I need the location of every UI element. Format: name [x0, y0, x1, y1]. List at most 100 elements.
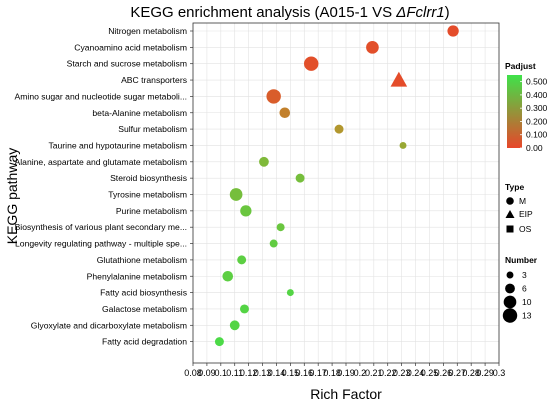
number-size-circle	[505, 283, 515, 294]
data-point	[229, 320, 240, 331]
x-tick-label: 0.26	[435, 368, 453, 378]
data-point	[399, 141, 407, 149]
x-tick-label: 0.13	[254, 368, 272, 378]
number-size-circle	[502, 308, 518, 323]
data-point	[237, 255, 247, 265]
type-triangle-icon	[505, 210, 515, 218]
x-tick-label: 0.22	[379, 368, 397, 378]
x-axis-ticks: 0.080.090.1 0.110.120.130.140.150.160.170…	[184, 363, 505, 378]
pathway-label: Purine metabolism	[116, 206, 187, 216]
pathway-label: Glyoxylate and dicarboxylate metabolism	[31, 320, 187, 330]
padjust-tick-label: 0.200	[526, 116, 548, 126]
x-tick-label: 0.24	[407, 368, 425, 378]
data-point	[366, 41, 379, 54]
x-tick-label: 0.28	[462, 368, 480, 378]
number-size-label: 13	[522, 311, 532, 321]
data-marks	[214, 25, 459, 347]
pathway-labels: Nitrogen metabolism Cyanoamino acid metab…	[15, 26, 193, 347]
legend-type-os: OS	[519, 224, 532, 234]
pathway-label: Taurine and hypotaurine metabolism	[48, 140, 187, 150]
pathway-label: ABC transporters	[121, 75, 187, 85]
data-point	[295, 173, 305, 183]
number-size-legend: 3 6 10 13	[502, 270, 532, 323]
legend-padjust-title: Padjust	[505, 61, 536, 71]
number-size-circle	[506, 271, 514, 279]
x-tick-label: 0.29	[476, 368, 494, 378]
x-tick-label: 0.12	[240, 368, 258, 378]
data-point	[222, 270, 234, 282]
pathway-label: Alanine, aspartate and glutamate metabol…	[15, 157, 187, 167]
x-tick-label: 0.27	[449, 368, 467, 378]
number-size-label: 10	[522, 297, 532, 307]
number-size-label: 6	[522, 284, 527, 294]
number-size-circle	[503, 295, 517, 309]
x-tick-label: 0.2	[354, 368, 367, 378]
x-tick-label: 0.08	[184, 368, 202, 378]
legend: Padjust 0.500 0.400 0.300 0.200 0.100 0.00 Ty…	[502, 61, 548, 323]
pathway-label: Amino sugar and nucleotide sugar metabol…	[15, 91, 187, 101]
data-point	[279, 107, 291, 119]
padjust-tick-label: 0.00	[526, 143, 543, 153]
pathway-label: Phenylalanine metabolism	[87, 271, 187, 281]
x-tick-label: 0.11	[226, 368, 243, 378]
data-point	[269, 239, 278, 248]
x-tick-label: 0.18	[323, 368, 341, 378]
pathway-label: Steroid biosynthesis	[110, 173, 187, 183]
data-point	[214, 337, 224, 347]
data-point	[229, 188, 243, 201]
padjust-tick-label: 0.300	[526, 103, 548, 113]
pathway-label: Fatty acid degradation	[102, 337, 187, 347]
x-tick-label: 0.14	[268, 368, 286, 378]
data-point	[259, 156, 269, 167]
x-tick-label: 0.23	[393, 368, 411, 378]
padjust-tick-label: 0.400	[526, 90, 548, 100]
data-point	[286, 289, 294, 297]
data-point	[304, 56, 319, 71]
chart-title: KEGG enrichment analysis (A015-1 VS ΔFcl…	[130, 4, 449, 21]
padjust-tick-label: 0.500	[526, 77, 548, 87]
x-tick-label: 0.3	[493, 368, 506, 378]
type-circle-icon	[506, 197, 514, 205]
legend-type-m: M	[519, 196, 526, 206]
data-point	[266, 89, 281, 104]
y-axis-label: KEGG pathway	[4, 148, 20, 245]
pathway-label: beta-Alanine metabolism	[92, 108, 187, 118]
x-tick-label: 0.15	[282, 368, 300, 378]
pathway-label: Cyanoamino acid metabolism	[74, 42, 187, 52]
x-tick-label: 0.1	[215, 368, 228, 378]
x-axis-label: Rich Factor	[310, 386, 382, 402]
pathway-label: Fatty acid biosynthesis	[100, 288, 187, 298]
pathway-label: Glutathione metabolism	[97, 255, 187, 265]
number-size-label: 3	[522, 270, 527, 280]
legend-type-eip: EIP	[519, 209, 533, 219]
x-tick-label: 0.21	[365, 368, 383, 378]
pathway-label: Sulfur metabolism	[118, 124, 187, 134]
chart-title-strain: ΔFclrr1	[395, 4, 444, 21]
plot-grid	[192, 23, 500, 363]
data-point-triangle	[390, 71, 408, 87]
padjust-ticks: 0.500 0.400 0.300 0.200 0.100 0.00	[520, 77, 548, 153]
chart-title-close: )	[445, 4, 450, 21]
legend-type-title: Type	[505, 182, 524, 192]
pathway-label: Galactose metabolism	[102, 304, 187, 314]
pathway-label: Starch and sucrose metabolism	[67, 59, 187, 69]
pathway-label: Biosynthesis of various plant secondary …	[15, 222, 187, 232]
x-tick-label: 0.25	[421, 368, 439, 378]
padjust-tick-label: 0.100	[526, 130, 548, 140]
data-point	[240, 205, 252, 217]
padjust-colorbar	[507, 75, 522, 148]
data-point	[334, 124, 344, 134]
x-tick-label: 0.16	[296, 368, 314, 378]
type-square-icon	[506, 225, 514, 233]
x-tick-label: 0.17	[309, 368, 327, 378]
legend-number-title: Number	[505, 255, 538, 265]
chart-title-main: KEGG enrichment analysis (A015-1 VS	[130, 4, 396, 21]
x-tick-label: 0.09	[198, 368, 216, 378]
pathway-label: Tyrosine metabolism	[108, 190, 187, 200]
data-point	[239, 304, 249, 314]
pathway-label: Longevity regulating pathway - multiple …	[15, 239, 187, 249]
data-point	[276, 223, 285, 232]
data-point	[447, 25, 459, 37]
